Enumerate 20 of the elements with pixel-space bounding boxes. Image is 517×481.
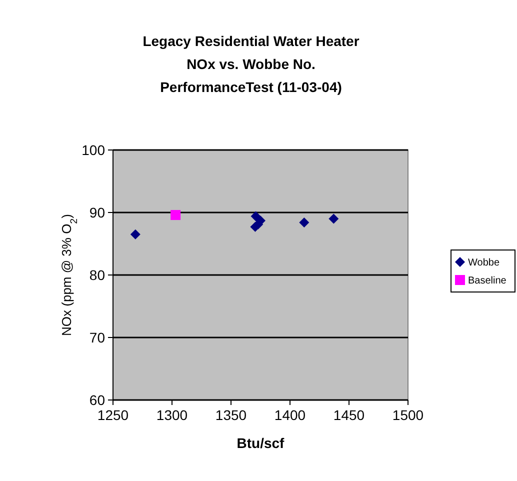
y-tick-label: 60 [89, 392, 106, 408]
x-axis-title: Btu/scf [236, 435, 285, 451]
y-tick-label: 100 [82, 142, 106, 158]
x-tick-label: 1350 [215, 407, 247, 423]
x-tick-label: 1400 [274, 407, 306, 423]
legend-label: Baseline [468, 276, 507, 286]
chart-title: Legacy Residential Water Heater NOx vs. Wobbe No. PerformanceTest (11-03-04) [142, 33, 360, 95]
legend-label: Wobbe [468, 258, 500, 268]
y-tick-label: 90 [89, 204, 106, 220]
x-tick-label: 1500 [392, 407, 424, 423]
point [328, 214, 339, 224]
x-tick-label: 1250 [97, 407, 129, 423]
y-tick-label: 70 [89, 329, 106, 346]
x-tick-label: 1300 [156, 407, 188, 423]
y-tick-label: 80 [89, 266, 106, 283]
x-tick-label: 1450 [333, 407, 365, 423]
point [130, 229, 140, 240]
point [250, 211, 261, 222]
point [299, 218, 310, 228]
point [170, 210, 181, 220]
